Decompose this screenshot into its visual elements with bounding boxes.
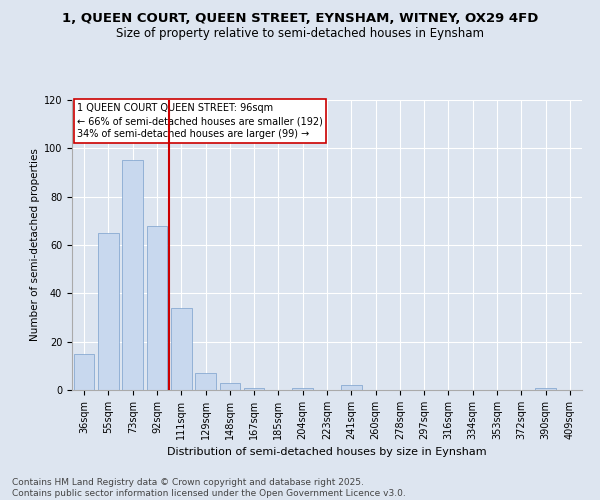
Bar xyxy=(98,233,119,390)
Text: 1, QUEEN COURT, QUEEN STREET, EYNSHAM, WITNEY, OX29 4FD: 1, QUEEN COURT, QUEEN STREET, EYNSHAM, W… xyxy=(62,12,538,26)
Bar xyxy=(244,388,265,390)
Bar xyxy=(74,354,94,390)
Bar xyxy=(292,388,313,390)
Bar xyxy=(535,388,556,390)
Text: 1 QUEEN COURT QUEEN STREET: 96sqm
← 66% of semi-detached houses are smaller (192: 1 QUEEN COURT QUEEN STREET: 96sqm ← 66% … xyxy=(77,103,323,140)
Y-axis label: Number of semi-detached properties: Number of semi-detached properties xyxy=(29,148,40,342)
Bar xyxy=(122,160,143,390)
Bar xyxy=(146,226,167,390)
Bar xyxy=(195,373,216,390)
Bar xyxy=(341,385,362,390)
X-axis label: Distribution of semi-detached houses by size in Eynsham: Distribution of semi-detached houses by … xyxy=(167,448,487,458)
Text: Size of property relative to semi-detached houses in Eynsham: Size of property relative to semi-detach… xyxy=(116,28,484,40)
Text: Contains HM Land Registry data © Crown copyright and database right 2025.
Contai: Contains HM Land Registry data © Crown c… xyxy=(12,478,406,498)
Bar xyxy=(220,383,240,390)
Bar xyxy=(171,308,191,390)
